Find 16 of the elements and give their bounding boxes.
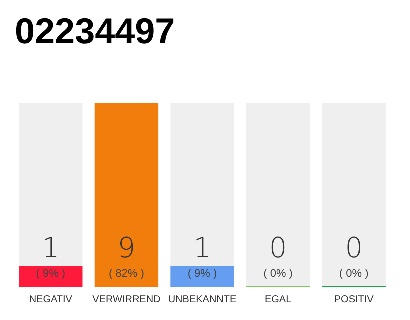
x-tick-label: POSITIV xyxy=(334,294,374,306)
data-label: 0 xyxy=(345,232,364,264)
x-tick-label: UNBEKANNTE xyxy=(168,294,237,306)
chart-title: 02234497 xyxy=(15,10,176,52)
data-label: 1 xyxy=(194,232,212,264)
annotation: ( 9% ) xyxy=(188,268,218,280)
data-label: 9 xyxy=(118,232,136,264)
x-tick-label: NEGATIV xyxy=(29,294,73,306)
annotation: ( 0% ) xyxy=(264,268,293,280)
annotation: ( 0% ) xyxy=(339,268,369,280)
x-tick-label: EGAL xyxy=(264,294,292,306)
x-tick-label: VERWIRREND xyxy=(92,294,161,306)
data-label: 0 xyxy=(269,232,288,264)
data-label: 1 xyxy=(42,232,60,264)
annotation: ( 82% ) xyxy=(108,268,144,280)
annotation: ( 9% ) xyxy=(36,268,66,280)
